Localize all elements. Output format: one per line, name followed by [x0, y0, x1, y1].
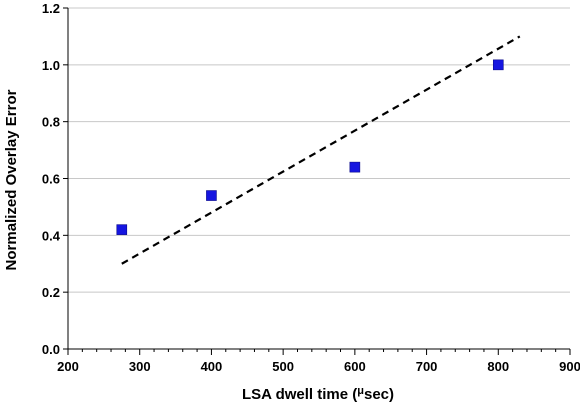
gridlines	[68, 7, 570, 293]
axes	[63, 7, 571, 355]
data-point	[116, 224, 128, 235]
y-tick-label: 0.8	[42, 115, 60, 130]
y-tick-label: 1.0	[42, 58, 60, 73]
data-points	[116, 59, 504, 235]
data-point	[492, 59, 504, 71]
y-tick-label: 0.6	[42, 172, 60, 187]
x-axis-title-suffix: sec)	[364, 386, 394, 403]
x-axis-title-mu: μ	[357, 385, 364, 397]
x-tick-label: 500	[272, 359, 294, 374]
x-tick-label: 800	[487, 359, 509, 374]
x-tick-label: 300	[129, 359, 151, 374]
y-tick-label: 0.0	[42, 342, 60, 357]
x-tick-label: 700	[416, 359, 438, 374]
x-axis-title-main: LSA dwell time (	[242, 386, 357, 403]
tick-labels: 0.0 0.2 0.4 0.6 0.8 1.0 1.2 200 300 400 500 600 700 8…	[42, 1, 580, 374]
trendline-group	[121, 35, 521, 265]
y-tick-label: 0.2	[42, 285, 60, 300]
data-point	[206, 190, 217, 201]
x-tick-label: 600	[344, 359, 366, 374]
data-point	[349, 161, 361, 173]
x-tick-label: 200	[57, 359, 79, 374]
x-tick-label: 900	[559, 359, 580, 374]
trendline	[121, 35, 521, 265]
x-axis-title: LSA dwell time (μsec)	[242, 385, 394, 403]
y-tick-label: 0.4	[42, 228, 61, 243]
y-tick-label: 1.2	[42, 1, 60, 16]
x-tick-label: 400	[201, 359, 223, 374]
y-axis-title: Normalized Overlay Error	[3, 89, 20, 270]
